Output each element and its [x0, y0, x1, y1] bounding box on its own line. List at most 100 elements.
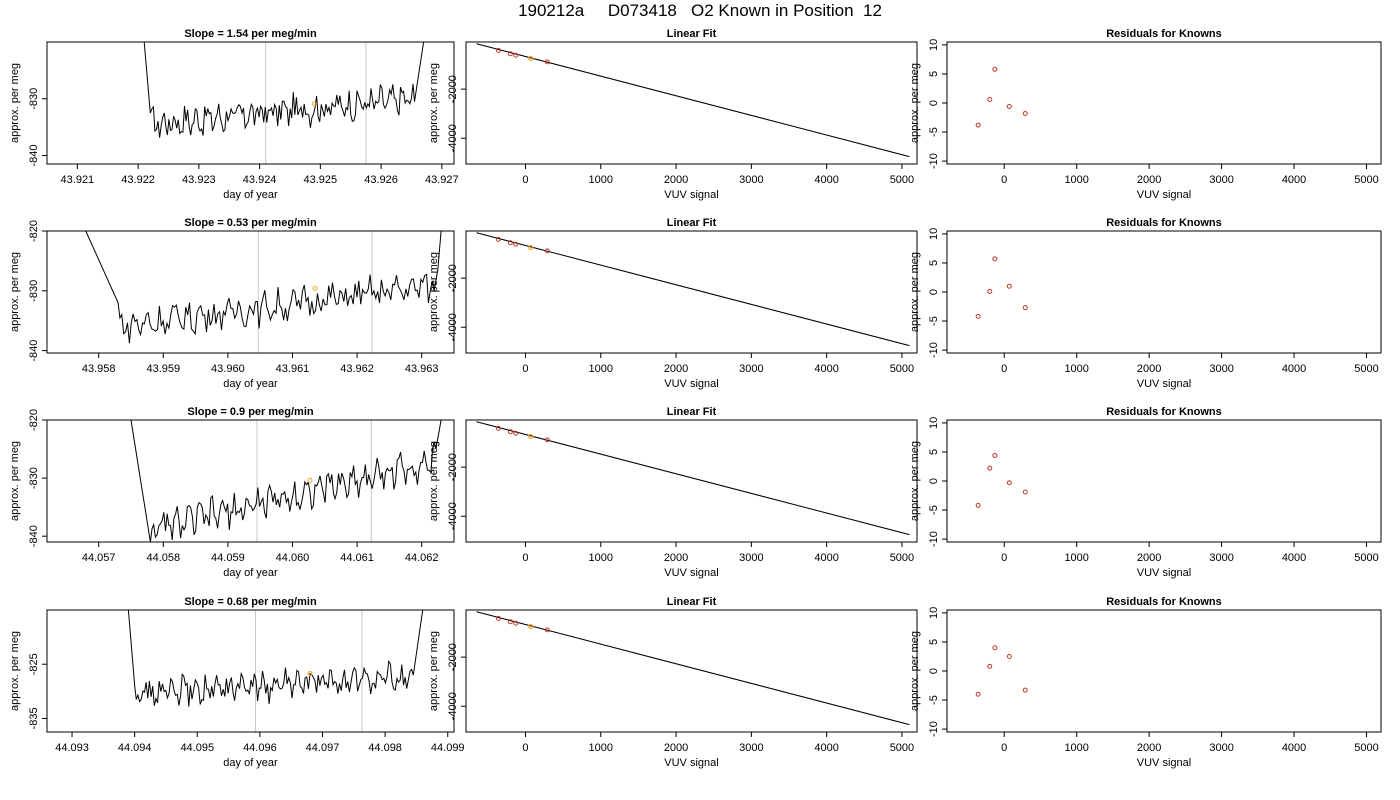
- plot-frame: [46, 419, 455, 543]
- signal-trace: [127, 610, 424, 707]
- x-tick-label: 2000: [664, 174, 688, 186]
- y-axis-label: approx. per meg: [9, 441, 21, 521]
- known-point: [544, 437, 550, 443]
- x-tick-label: 44.057: [82, 552, 116, 564]
- x-axis-label: VUV signal: [664, 378, 718, 390]
- panel-title: Residuals for Knowns: [1106, 217, 1222, 229]
- panel-4-trace: Slope = 0.68 per meg/min 44.093 44.094 44.0…: [9, 596, 465, 769]
- x-tick-label: 43.963: [405, 363, 439, 375]
- x-axis-label: VUV signal: [664, 189, 718, 201]
- x-tick-label: 4000: [1282, 363, 1306, 375]
- residual-point: [1006, 480, 1012, 486]
- known-point: [507, 240, 513, 246]
- x-tick-label: 5000: [890, 552, 914, 564]
- y-tick-label: -2000: [447, 75, 459, 103]
- x-tick-label: 0: [1001, 552, 1007, 564]
- y-axis-label: approx. per meg: [909, 252, 921, 332]
- plot-area: [130, 420, 442, 542]
- fit-line: [476, 611, 910, 726]
- y-tick-label: -830: [28, 88, 40, 110]
- sample-point: [528, 244, 534, 251]
- x-tick-label: 43.958: [82, 363, 116, 375]
- x-tick-label: 2000: [664, 552, 688, 564]
- y-tick-label: 0: [928, 668, 940, 674]
- x-tick-label: 44.096: [243, 742, 277, 754]
- y-tick-label: -4000: [447, 124, 459, 152]
- known-point: [495, 236, 501, 242]
- x-tick-label: 44.098: [368, 742, 402, 754]
- x-axis-label: VUV signal: [664, 757, 718, 769]
- residual-point: [1006, 283, 1012, 289]
- residual-point: [987, 288, 993, 294]
- y-tick-label: -840: [28, 144, 40, 166]
- y-tick-label: 5: [928, 260, 940, 266]
- signal-trace: [130, 420, 442, 542]
- x-tick-label: 43.962: [340, 363, 374, 375]
- sample-point: [528, 623, 534, 630]
- x-tick-label: 3000: [1209, 742, 1233, 754]
- known-point: [495, 47, 501, 53]
- x-tick-label: 44.093: [55, 742, 89, 754]
- panel-1-fit: Linear Fit 0 1000 2000 3000 4000 5000 -2000 -400…: [428, 28, 918, 201]
- x-tick-label: 43.926: [364, 174, 398, 186]
- y-tick-label: 0: [928, 289, 940, 295]
- x-tick-label: 2000: [664, 363, 688, 375]
- plot-frame: [46, 41, 455, 165]
- y-tick-label: -820: [28, 220, 40, 242]
- x-tick-label: 44.099: [431, 742, 465, 754]
- plot-area: [975, 256, 1028, 319]
- sample-point: [528, 55, 534, 62]
- y-tick-label: 10: [928, 417, 940, 429]
- y-tick-label: 0: [928, 100, 940, 106]
- known-point: [544, 59, 550, 65]
- x-tick-label: 44.062: [405, 552, 439, 564]
- page-title: 190212a D073418 O2 Known in Position 12: [518, 1, 882, 20]
- x-tick-label: 43.961: [276, 363, 310, 375]
- x-tick-label: 4000: [1282, 174, 1306, 186]
- x-tick-label: 1000: [1064, 552, 1088, 564]
- panel-2-trace: Slope = 0.53 per meg/min 43.958 43.959 43.9…: [9, 217, 455, 390]
- x-tick-label: 5000: [890, 363, 914, 375]
- plot-area: [476, 421, 910, 536]
- panel-4-fit: Linear Fit 0 1000 2000 3000 4000 5000 -2000 -400…: [428, 596, 918, 769]
- residual-point: [992, 645, 998, 651]
- y-axis-label: approx. per meg: [9, 631, 21, 711]
- y-axis-label: approx. per meg: [9, 252, 21, 332]
- y-tick-label: -4000: [447, 692, 459, 720]
- plot-area: [476, 43, 910, 158]
- panel-title: Linear Fit: [667, 596, 717, 608]
- plot-area: [476, 232, 910, 347]
- x-tick-label: 1000: [589, 363, 613, 375]
- panel-1-residuals: Residuals for Knowns 0 1000 2000 3000 4000 500…: [909, 28, 1382, 201]
- x-tick-label: 4000: [814, 742, 838, 754]
- plot-area: [85, 231, 442, 353]
- x-tick-label: 43.922: [121, 174, 155, 186]
- y-tick-label: -2000: [447, 264, 459, 292]
- x-tick-label: 44.094: [118, 742, 152, 754]
- plot-frame: [946, 41, 1382, 165]
- x-tick-label: 5000: [890, 742, 914, 754]
- y-tick-label: -5: [928, 127, 940, 137]
- x-tick-label: 3000: [739, 363, 763, 375]
- mean-point: [311, 101, 317, 107]
- x-tick-label: 2000: [1137, 552, 1161, 564]
- panel-title: Linear Fit: [667, 28, 717, 40]
- y-tick-label: -10: [928, 342, 940, 358]
- x-tick-label: 43.924: [243, 174, 277, 186]
- x-tick-label: 43.925: [304, 174, 338, 186]
- x-tick-label: 1000: [1064, 174, 1088, 186]
- plot-frame: [465, 609, 918, 733]
- fit-line: [476, 43, 910, 158]
- x-tick-label: 1000: [589, 552, 613, 564]
- y-axis-label: approx. per meg: [428, 441, 440, 521]
- panel-2-fit: Linear Fit 0 1000 2000 3000 4000 5000 -2000 -400…: [428, 217, 918, 390]
- y-axis-label: approx. per meg: [9, 63, 21, 143]
- residual-point: [975, 313, 981, 319]
- x-axis-label: VUV signal: [1137, 757, 1191, 769]
- plot-area: [975, 645, 1028, 697]
- known-point: [544, 627, 550, 633]
- y-tick-label: -10: [928, 531, 940, 547]
- y-tick-label: -10: [928, 153, 940, 169]
- residual-point: [987, 97, 993, 103]
- x-axis-label: VUV signal: [1137, 189, 1191, 201]
